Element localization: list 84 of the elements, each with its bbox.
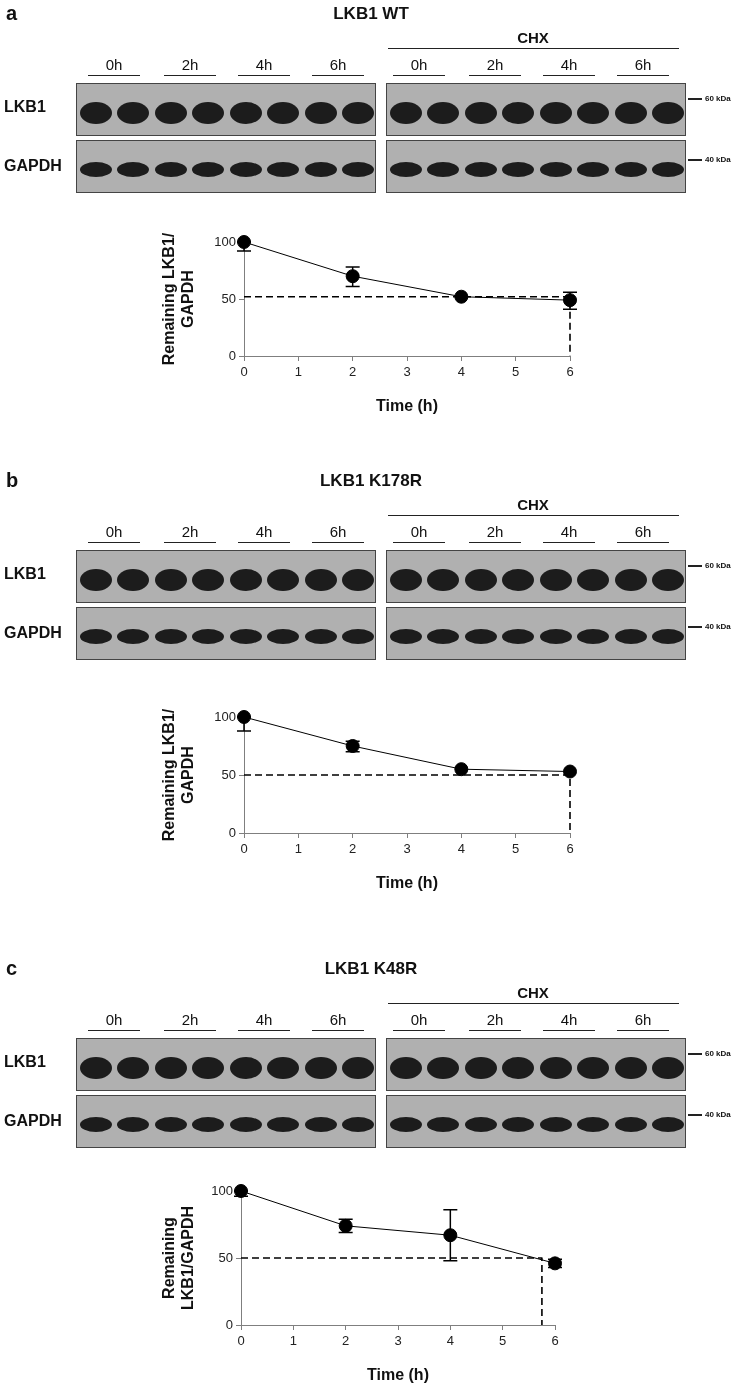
text: 6h xyxy=(634,1010,652,1028)
text: b xyxy=(6,469,19,491)
text: CHX xyxy=(517,495,549,513)
chart-title: LKB1 K48R xyxy=(324,958,418,978)
text: CHX xyxy=(517,983,549,1001)
text: 0h xyxy=(105,522,123,540)
text: 4h xyxy=(560,55,578,73)
y-tick-label: 50 xyxy=(221,766,236,782)
text: 60 kDa xyxy=(705,561,731,570)
x-tick-label: 0 xyxy=(240,364,248,380)
text: 4h xyxy=(255,1010,273,1028)
x-tick-label: 1 xyxy=(294,364,302,380)
text: 6h xyxy=(329,522,347,540)
text: 4h xyxy=(255,522,273,540)
x-tick-label: 0 xyxy=(240,841,248,857)
x-axis-title: Time (h) xyxy=(367,1365,429,1383)
text: 60 kDa xyxy=(705,94,731,103)
y-tick-label: 50 xyxy=(221,290,236,306)
text: 4h xyxy=(560,1010,578,1028)
text: c xyxy=(6,957,18,979)
y-tick-label: 100 xyxy=(211,1182,233,1198)
x-tick-label: 2 xyxy=(349,364,357,380)
text: GAPDH xyxy=(4,1112,62,1129)
x-tick-label: 6 xyxy=(566,841,574,857)
x-tick-label: 2 xyxy=(349,841,357,857)
text: 2h xyxy=(181,1010,199,1028)
point xyxy=(454,289,469,304)
text: 6h xyxy=(329,55,347,73)
y-tick-label: 0 xyxy=(228,347,236,363)
text: a xyxy=(6,2,18,24)
text: 2h xyxy=(486,1010,504,1028)
x-tick-label: 6 xyxy=(551,1333,559,1349)
x-tick-label: 4 xyxy=(457,364,465,380)
point xyxy=(443,1228,458,1243)
y-tick-label: 100 xyxy=(214,708,236,724)
text: 0h xyxy=(410,1010,428,1028)
x-tick-label: 1 xyxy=(289,1333,297,1349)
text: 0h xyxy=(105,55,123,73)
chart-title: LKB1 WT xyxy=(333,3,409,23)
x-tick-label: 3 xyxy=(403,364,411,380)
text: LKB1 xyxy=(4,565,46,582)
text: 6h xyxy=(329,1010,347,1028)
y-tick-label: 50 xyxy=(218,1249,233,1265)
x-tick-label: 4 xyxy=(446,1333,454,1349)
text: 4h xyxy=(560,522,578,540)
text: 60 kDa xyxy=(705,1049,731,1058)
text: 2h xyxy=(486,522,504,540)
text: LKB1 xyxy=(4,98,46,115)
text: 40 kDa xyxy=(705,155,731,164)
y-tick-label: 100 xyxy=(214,233,236,249)
x-tick-label: 5 xyxy=(512,841,520,857)
text: 6h xyxy=(634,522,652,540)
text: 2h xyxy=(181,55,199,73)
text: 2h xyxy=(181,522,199,540)
text: LKB1 xyxy=(4,1053,46,1070)
x-tick-label: 1 xyxy=(294,841,302,857)
x-axis-title: Time (h) xyxy=(376,396,438,414)
text: GAPDH xyxy=(4,157,62,174)
chart-title: LKB1 K178R xyxy=(319,470,423,490)
text: 0h xyxy=(410,55,428,73)
text: 6h xyxy=(634,55,652,73)
y-tick-label: 0 xyxy=(225,1316,233,1332)
text: GAPDH xyxy=(4,624,62,641)
text: 2h xyxy=(486,55,504,73)
text: 40 kDa xyxy=(705,1110,731,1119)
x-axis-title: Time (h) xyxy=(376,873,438,891)
x-tick-label: 5 xyxy=(512,364,520,380)
y-axis-title: Remaining LKB1/ GAPDH xyxy=(160,232,197,366)
text: 40 kDa xyxy=(705,622,731,631)
point xyxy=(563,764,577,779)
y-axis-title: Remaining LKB1/GAPDH xyxy=(160,1205,197,1311)
x-tick-label: 3 xyxy=(394,1333,402,1349)
text: 4h xyxy=(255,55,273,73)
x-tick-label: 5 xyxy=(499,1333,507,1349)
text: 0h xyxy=(105,1010,123,1028)
x-tick-label: 4 xyxy=(457,841,465,857)
point xyxy=(454,762,469,777)
x-tick-label: 2 xyxy=(342,1333,350,1349)
y-tick-label: 0 xyxy=(228,824,236,840)
x-tick-label: 6 xyxy=(566,364,574,380)
text: CHX xyxy=(517,28,549,46)
y-axis-title: Remaining LKB1/ GAPDH xyxy=(160,708,197,842)
x-tick-label: 3 xyxy=(403,841,411,857)
text: 0h xyxy=(410,522,428,540)
